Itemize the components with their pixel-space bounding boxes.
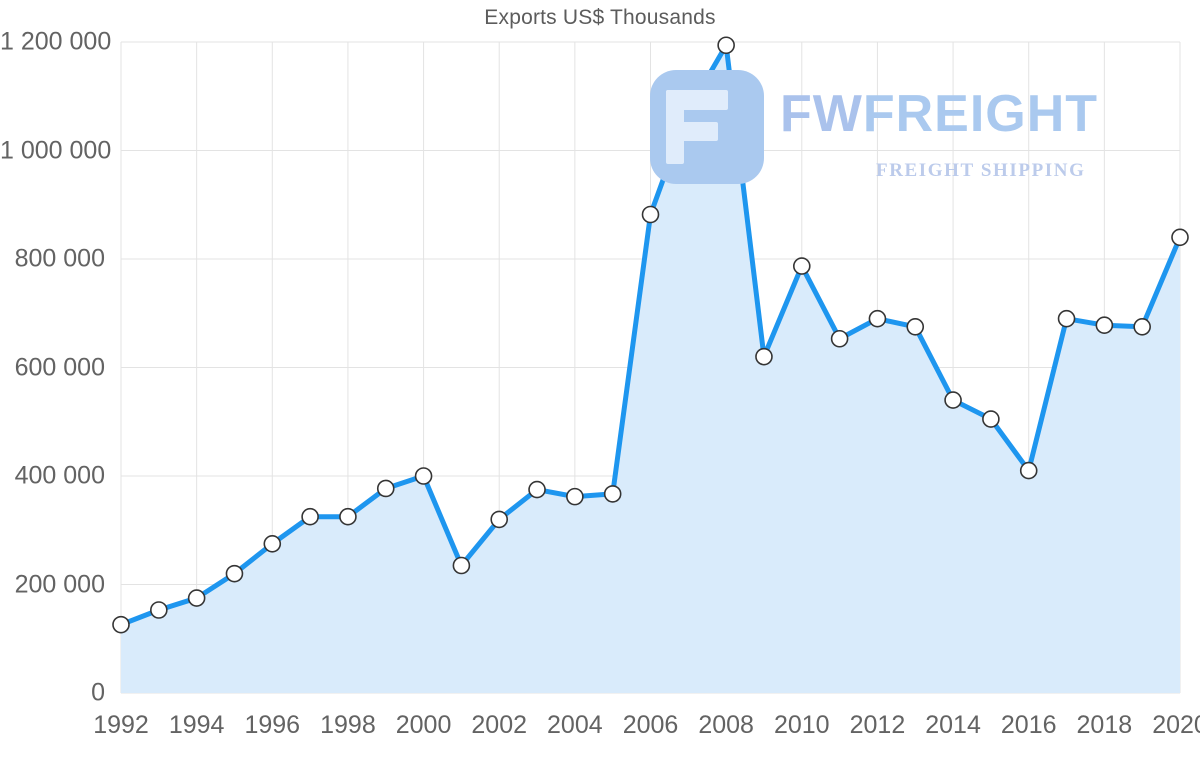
- data-point-marker[interactable]: [944, 391, 962, 409]
- data-point-marker[interactable]: [150, 601, 168, 619]
- data-point-marker[interactable]: [376, 479, 395, 498]
- data-point-marker[interactable]: [1095, 316, 1114, 334]
- data-point-markers: [112, 36, 1189, 634]
- data-point-marker[interactable]: [263, 535, 282, 553]
- x-axis-tick-label: 1994: [168, 711, 225, 739]
- y-axis-tick-label: 1 200 000: [0, 27, 112, 56]
- data-point-marker[interactable]: [906, 318, 925, 336]
- data-point-marker[interactable]: [225, 564, 244, 583]
- data-point-marker[interactable]: [339, 507, 357, 526]
- chart-title: Exports US$ Thousands: [484, 6, 716, 29]
- data-point-marker[interactable]: [1019, 461, 1038, 480]
- x-axis-tick-label: 2018: [1076, 711, 1133, 739]
- y-axis-tick-label: 0: [91, 678, 105, 707]
- data-point-marker[interactable]: [1057, 309, 1076, 328]
- data-point-marker[interactable]: [792, 257, 811, 275]
- data-point-marker[interactable]: [641, 205, 660, 224]
- data-point-marker[interactable]: [452, 556, 471, 575]
- x-axis-tick-label: 2008: [698, 711, 754, 739]
- y-axis-tick-label: 600 000: [14, 353, 105, 381]
- data-point-marker[interactable]: [603, 485, 622, 503]
- data-point-marker[interactable]: [301, 507, 319, 526]
- data-point-marker[interactable]: [566, 487, 584, 506]
- x-axis-tick-label: 2012: [849, 711, 906, 739]
- data-point-marker[interactable]: [679, 101, 698, 120]
- data-point-marker[interactable]: [717, 36, 735, 55]
- x-axis-tick-label: 2020: [1152, 711, 1200, 739]
- y-axis-tick-label: 1 000 000: [0, 136, 112, 164]
- data-point-marker[interactable]: [982, 410, 1000, 428]
- area-fill: [121, 45, 1180, 693]
- y-axis-tick-label: 200 000: [14, 570, 105, 598]
- data-point-marker[interactable]: [490, 510, 509, 529]
- x-axis-tick-label: 2006: [622, 711, 679, 739]
- x-axis-tick-label: 1992: [93, 711, 149, 739]
- x-axis-tick-label: 1996: [244, 711, 301, 739]
- x-axis-tick-label: 2004: [547, 711, 603, 739]
- data-point-marker[interactable]: [755, 347, 773, 366]
- x-axis-tick-label: 2014: [925, 711, 981, 739]
- x-axis-tick-label: 2002: [471, 711, 528, 739]
- data-point-marker[interactable]: [868, 309, 887, 328]
- data-point-marker[interactable]: [187, 589, 206, 607]
- x-axis-tick-label: 1998: [320, 711, 376, 739]
- x-axis-tick-label: 2000: [395, 711, 452, 739]
- data-point-marker[interactable]: [830, 329, 849, 348]
- y-axis-tick-label: 400 000: [14, 461, 105, 490]
- x-axis-tick-label: 2016: [1000, 711, 1057, 739]
- y-axis-tick-label: 800 000: [14, 244, 105, 273]
- data-point-marker[interactable]: [414, 467, 433, 485]
- data-point-marker[interactable]: [112, 615, 130, 634]
- x-axis-tick-label: 2010: [773, 711, 830, 739]
- data-point-marker[interactable]: [528, 480, 546, 499]
- data-point-marker[interactable]: [1171, 228, 1189, 247]
- data-point-marker[interactable]: [1133, 318, 1151, 336]
